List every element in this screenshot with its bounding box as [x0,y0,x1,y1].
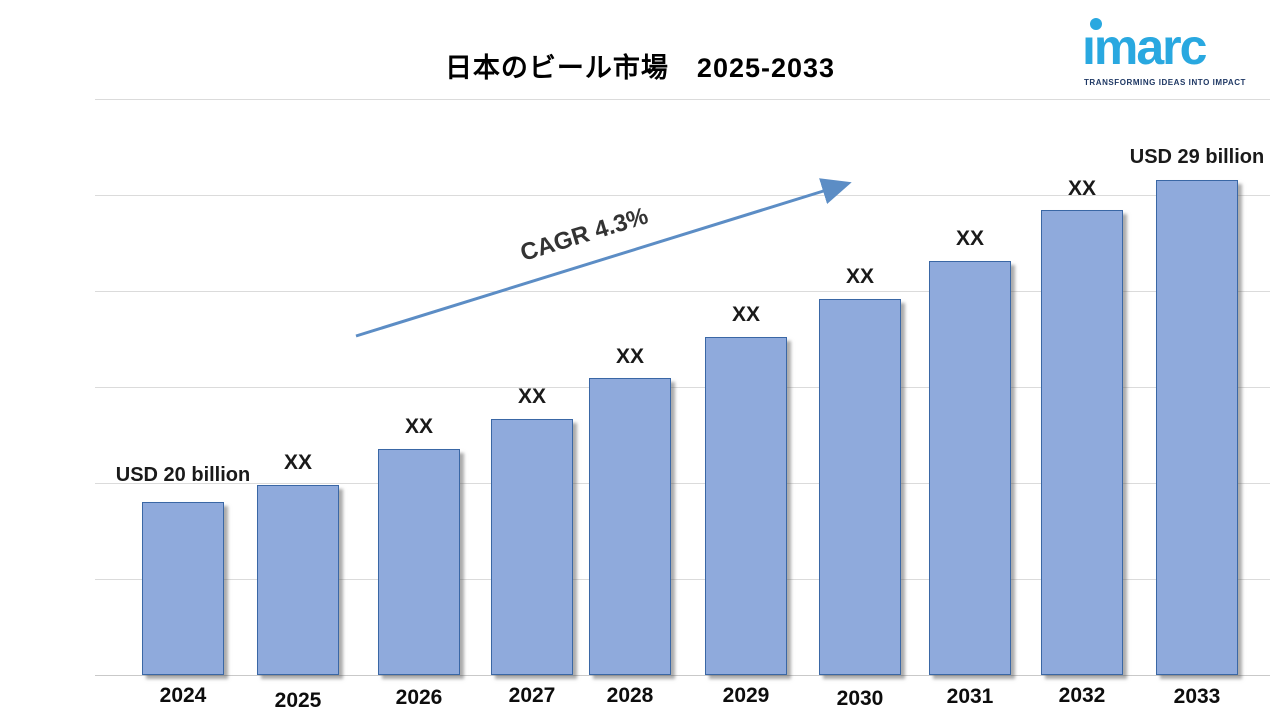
bar-value-label-2025: XX [283,451,312,474]
bar-value-label-2033: USD 29 billion [1129,146,1265,168]
x-axis-label-2027: 2027 [508,684,556,707]
bar-value-label-2026: XX [404,415,433,438]
bar-value-label-2027: XX [517,385,546,408]
bar-2027 [491,419,573,675]
x-axis-label-2031: 2031 [946,685,994,708]
gridline [95,483,1270,484]
imarc-logo-dot-icon [1090,18,1102,30]
bar-2030 [819,299,901,675]
bar-value-label-2028: XX [615,345,644,368]
bar-value-label-2032: XX [1067,177,1096,200]
gridline [95,579,1270,580]
chart-title: 日本のビール市場 2025-2033 [444,53,836,83]
bar-2029 [705,337,787,675]
cagr-label: CAGR 4.3% [517,202,652,267]
bar-2028 [589,378,671,675]
bar-value-label-2029: XX [731,303,760,326]
x-axis-label-2028: 2028 [606,684,654,707]
bar-2024 [142,502,224,675]
bar-value-label-2030: XX [845,265,874,288]
bar-value-label-2024: USD 20 billion [115,464,251,486]
x-axis-label-2029: 2029 [722,684,770,707]
x-axis-label-2033: 2033 [1173,685,1221,708]
x-axis-label-2026: 2026 [395,686,443,709]
bar-2026 [378,449,460,675]
gridline [95,387,1270,388]
gridline [95,99,1270,100]
x-axis-label-2025: 2025 [274,689,322,712]
imarc-logo: ımarc TRANSFORMING IDEAS INTO IMPACT [1082,12,1266,94]
x-axis-line [95,675,1270,676]
bar-2025 [257,485,339,675]
x-axis-label-2030: 2030 [836,687,884,710]
bar-2032 [1041,210,1123,675]
bar-2033 [1156,180,1238,675]
x-axis-label-2024: 2024 [159,684,207,707]
bar-2031 [929,261,1011,675]
bar-value-label-2031: XX [955,227,984,250]
imarc-wordmark: ımarc [1082,19,1207,75]
x-axis-label-2032: 2032 [1058,684,1106,707]
imarc-tagline: TRANSFORMING IDEAS INTO IMPACT [1084,78,1246,87]
